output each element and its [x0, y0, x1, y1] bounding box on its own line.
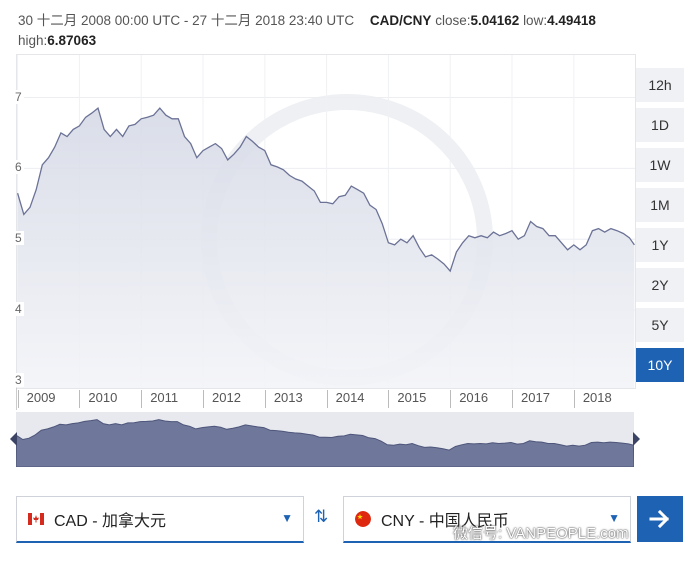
y-tick-label: 7 [13, 89, 24, 104]
arrow-right-icon [649, 510, 670, 528]
chart-header: 30 十二月 2008 00:00 UTC - 27 十二月 2018 23:4… [18, 11, 688, 51]
chevron-down-icon: ▼ [608, 511, 620, 525]
china-flag-icon [355, 511, 371, 527]
rate-area [17, 108, 635, 388]
pair-label: CAD/CNY [369, 13, 432, 28]
navigator-series [16, 419, 634, 467]
chevron-down-icon: ▼ [281, 511, 293, 525]
canada-flag-icon [28, 513, 44, 525]
to-currency-label: CNY - 中国人民币 [381, 513, 509, 530]
range-button-10y[interactable]: 10Y [636, 348, 684, 382]
x-tick-label: 2015 [388, 390, 426, 408]
y-tick-label: 3 [13, 372, 24, 387]
date-range-text: 30 十二月 2008 00:00 UTC - 27 十二月 2018 23:4… [18, 13, 355, 28]
x-tick-label: 2014 [326, 390, 365, 408]
y-tick-label: 5 [13, 231, 24, 246]
from-currency-select[interactable]: CAD - 加拿大元 ▼ [16, 496, 304, 543]
range-button-1m[interactable]: 1M [636, 188, 684, 222]
rate-chart-svg [17, 55, 635, 388]
pair-summary: CAD/CNY close:5.04162 low:4.49418 [370, 13, 596, 28]
x-tick-label: 2013 [264, 390, 303, 408]
low-label: low: [523, 13, 548, 28]
x-tick-label: 2009 [17, 390, 56, 408]
x-tick-label: 2011 [141, 390, 178, 408]
high-value: 6.87063 [47, 33, 97, 48]
range-button-1y[interactable]: 1Y [636, 228, 684, 262]
convert-button[interactable] [637, 496, 683, 542]
from-currency-label: CAD - 加拿大元 [54, 513, 167, 530]
navigator-left-handle[interactable] [10, 432, 17, 446]
y-tick-label: 6 [13, 160, 24, 175]
navigator-right-handle[interactable] [633, 432, 640, 446]
x-tick-label: 2017 [512, 390, 550, 408]
swap-currencies-icon[interactable]: ⇅ [314, 507, 329, 526]
range-button-1d[interactable]: 1D [636, 108, 684, 142]
rate-chart[interactable]: 3 4 5 6 7 [13, 54, 636, 389]
navigator-svg [16, 412, 634, 467]
range-button-2y[interactable]: 2Y [636, 268, 684, 302]
range-navigator[interactable] [10, 412, 640, 467]
x-tick-label: 2018 [573, 390, 612, 408]
high-label: high: [18, 33, 48, 48]
year-axis: 2009 2010 2011 2012 2013 2014 2015 2016 2017 2018 [16, 388, 635, 410]
rate-line [17, 106, 635, 273]
range-button-5y[interactable]: 5Y [636, 308, 684, 342]
x-tick-label: 2010 [79, 390, 117, 408]
close-label: close: [435, 13, 471, 28]
y-tick-label: 4 [13, 302, 24, 317]
x-tick-label: 2016 [450, 390, 488, 408]
to-currency-select[interactable]: CNY - 中国人民币 ▼ [343, 496, 631, 543]
range-button-1w[interactable]: 1W [636, 148, 684, 182]
range-button-12h[interactable]: 12h [636, 68, 684, 102]
wechat-watermark: 微信号: VANPEOPLE.com [453, 525, 629, 542]
x-tick-label: 2012 [203, 390, 241, 408]
low-value: 4.49418 [547, 13, 596, 28]
close-value: 5.04162 [470, 13, 520, 28]
